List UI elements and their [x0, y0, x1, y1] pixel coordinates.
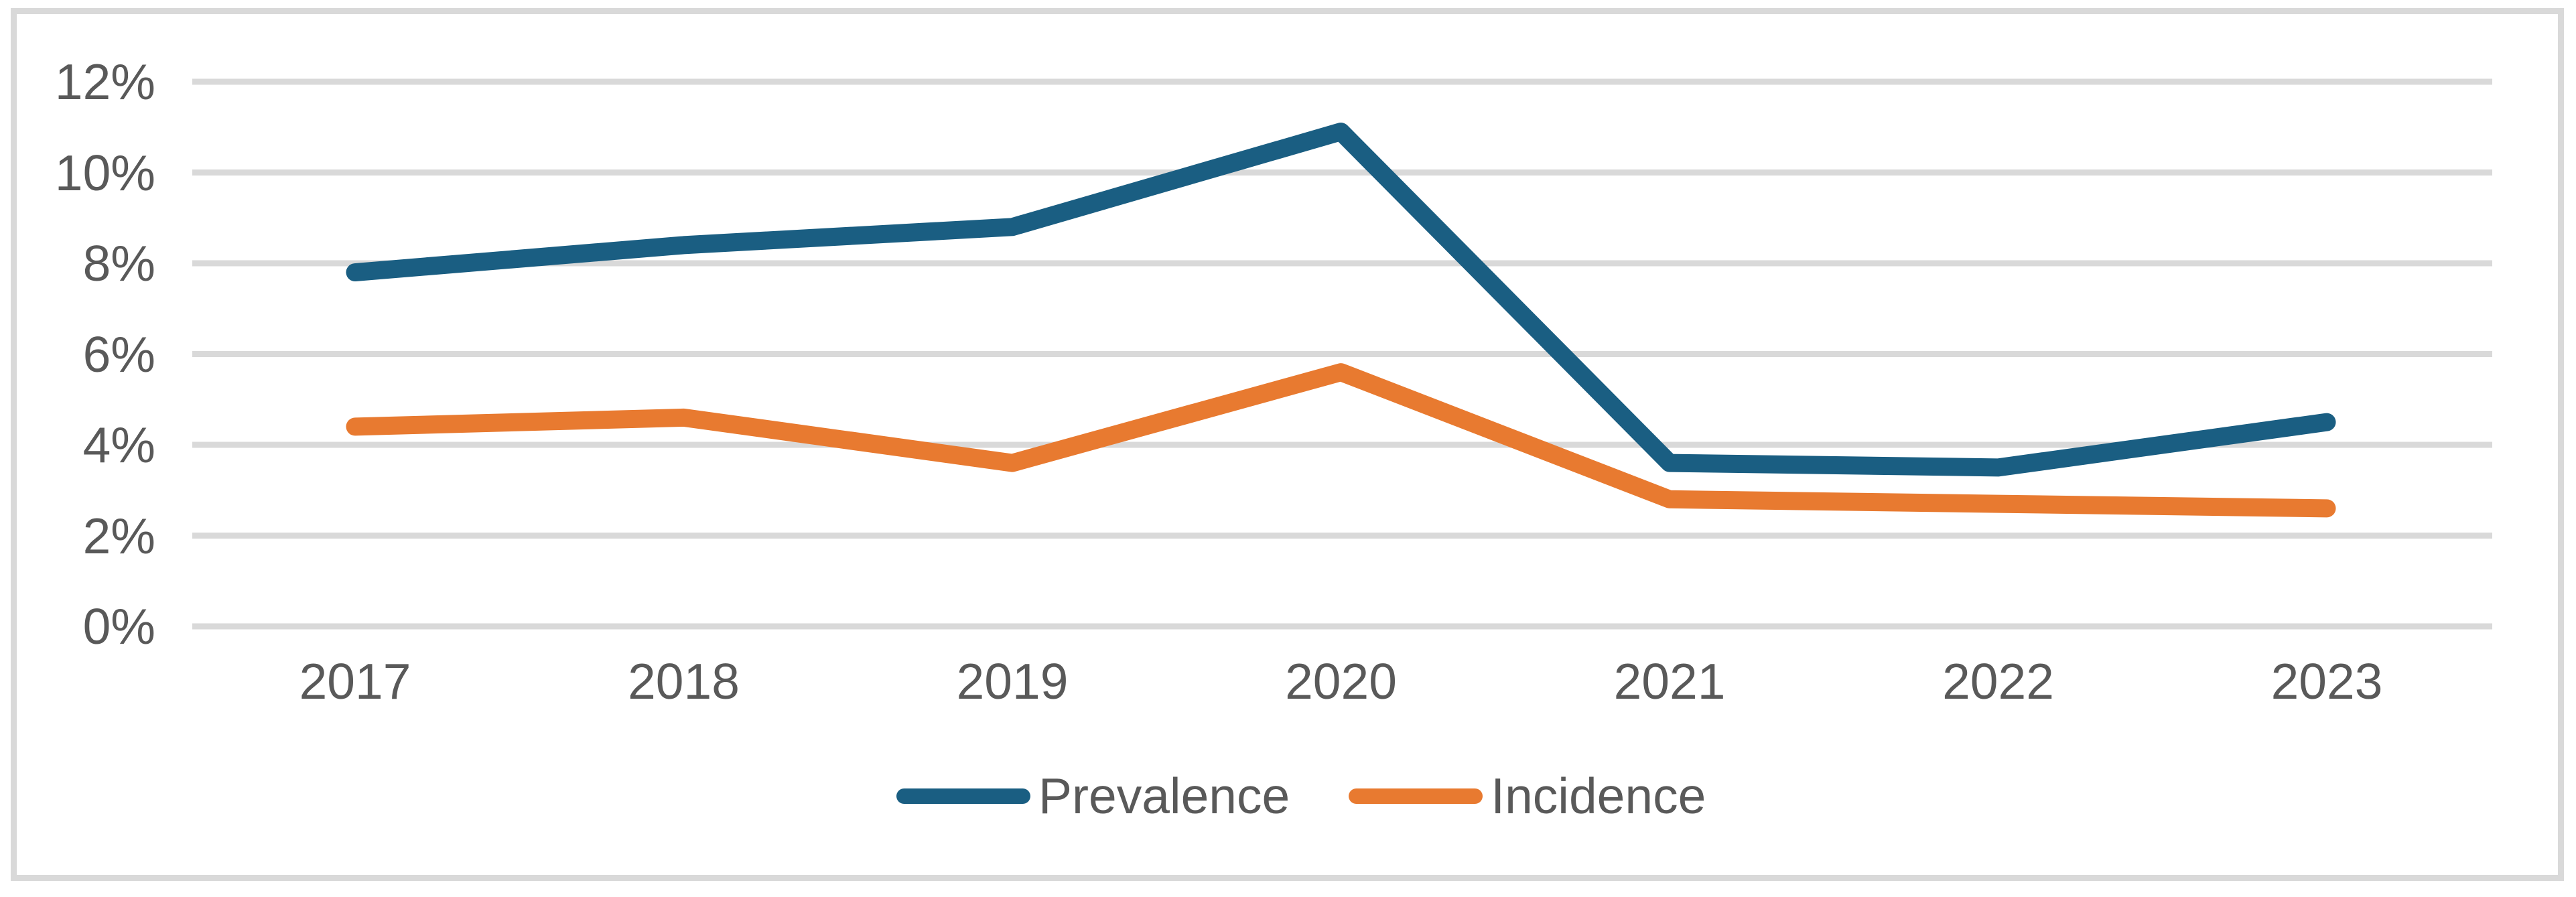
chart-legend: Prevalence Incidence	[896, 766, 1706, 825]
legend-swatch-incidence	[1349, 788, 1483, 804]
y-axis-tick-label-8%: 8%	[82, 235, 155, 291]
x-axis-tick-label-2017: 2017	[299, 653, 411, 709]
x-axis-tick-label-2023: 2023	[2270, 653, 2383, 709]
legend-swatch-prevalence	[896, 788, 1030, 804]
x-axis-tick-label-2021: 2021	[1613, 653, 1726, 709]
legend-label-prevalence: Prevalence	[1038, 768, 1290, 824]
legend-item-prevalence: Prevalence	[896, 766, 1290, 825]
x-axis-tick-label-2022: 2022	[1942, 653, 2054, 709]
y-axis-tick-label-10%: 10%	[54, 144, 155, 201]
prevalence-line	[346, 123, 2336, 477]
y-axis-tick-label-2%: 2%	[82, 507, 155, 564]
incidence-line	[346, 363, 2336, 518]
x-axis-tick-label-2020: 2020	[1285, 653, 1397, 709]
x-axis-tick-label-2018: 2018	[628, 653, 740, 709]
y-axis-tick-label-0%: 0%	[82, 598, 155, 654]
x-axis-tick-label-2019: 2019	[956, 653, 1069, 709]
y-axis-tick-label-6%: 6%	[82, 326, 155, 383]
legend-item-incidence: Incidence	[1349, 766, 1706, 825]
legend-label-incidence: Incidence	[1491, 768, 1706, 824]
y-axis-tick-label-4%: 4%	[82, 417, 155, 473]
y-axis-tick-label-12%: 12%	[54, 54, 155, 110]
